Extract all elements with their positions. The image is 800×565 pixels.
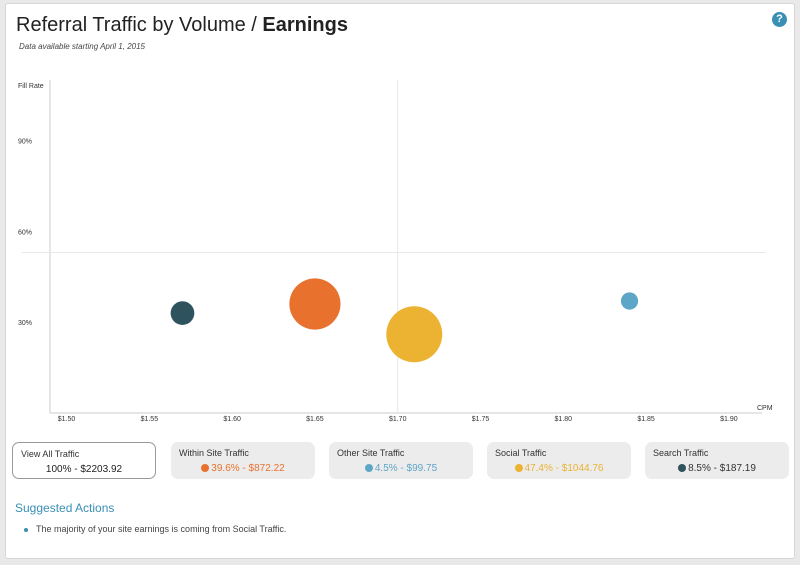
orange-dot-icon <box>201 464 210 472</box>
filter-value: 4.5% - $99.75 <box>329 463 473 474</box>
filter-value: 39.6% - $872.22 <box>171 463 315 474</box>
filter-label: Other Site Traffic <box>337 448 405 458</box>
filter-value-text: 100% - $2203.92 <box>45 464 123 475</box>
dark-dot-icon <box>678 464 687 472</box>
suggestion-item: The majority of your site earnings is co… <box>36 524 287 534</box>
page-title: Referral Traffic by Volume / Earnings <box>16 14 348 37</box>
y-tick-label: 60% <box>18 229 32 236</box>
data-bubble <box>170 301 195 325</box>
filter-view-all-traffic[interactable]: View All Traffic 100% - $2203.92 <box>12 442 156 479</box>
x-tick-label: $1.65 <box>306 416 324 423</box>
data-bubble <box>289 278 341 330</box>
filter-label: Search Traffic <box>653 448 709 458</box>
filter-value: 47.4% - $1044.76 <box>487 463 631 474</box>
title-main: Referral Traffic by Volume / <box>16 14 263 36</box>
filter-label: Within Site Traffic <box>179 448 249 458</box>
filter-value-text: 39.6% - $872.22 <box>211 463 285 474</box>
blue-dot-icon <box>364 464 373 472</box>
filter-value: 8.5% - $187.19 <box>645 463 789 474</box>
x-tick-label: $1.75 <box>472 416 490 423</box>
x-tick-label: $1.85 <box>637 416 655 423</box>
bubble-chart: Fill Rate CPM 90% 60% 30% $1.50 $1.55 $1.60 $1.6… <box>18 80 773 423</box>
yellow-dot-icon <box>514 464 523 472</box>
x-tick-label: $1.80 <box>555 416 573 423</box>
data-availability-note: Data available starting April 1, 2015 <box>19 42 145 51</box>
filter-search-traffic[interactable]: Search Traffic 8.5% - $187.19 <box>645 442 789 479</box>
x-tick-label: $1.50 <box>58 416 76 423</box>
suggested-actions-title: Suggested Actions <box>15 501 115 515</box>
data-bubble <box>386 306 443 363</box>
y-axis-label: Fill Rate <box>18 83 44 90</box>
filter-value-text: 8.5% - $187.19 <box>688 463 756 474</box>
x-tick-label: $1.60 <box>223 416 241 423</box>
filter-value: 100% - $2203.92 <box>13 464 155 475</box>
x-tick-label: $1.70 <box>389 416 407 423</box>
help-icon[interactable]: ? <box>772 12 787 27</box>
data-bubble <box>620 292 639 310</box>
filter-other-site-traffic[interactable]: Other Site Traffic 4.5% - $99.75 <box>329 442 473 479</box>
filter-label: View All Traffic <box>21 449 80 459</box>
filter-within-site-traffic[interactable]: Within Site Traffic 39.6% - $872.22 <box>171 442 315 479</box>
bullet-icon <box>24 528 28 532</box>
filter-label: Social Traffic <box>495 448 547 458</box>
x-axis-label: CPM <box>757 405 773 412</box>
y-tick-label: 90% <box>18 139 32 146</box>
y-tick-label: 30% <box>18 320 32 327</box>
filter-social-traffic[interactable]: Social Traffic 47.4% - $1044.76 <box>487 442 631 479</box>
title-bold: Earnings <box>262 14 348 36</box>
x-tick-label: $1.55 <box>141 416 159 423</box>
x-tick-label: $1.90 <box>720 416 738 423</box>
filter-value-text: 4.5% - $99.75 <box>374 463 438 474</box>
filter-value-text: 47.4% - $1044.76 <box>524 463 604 474</box>
